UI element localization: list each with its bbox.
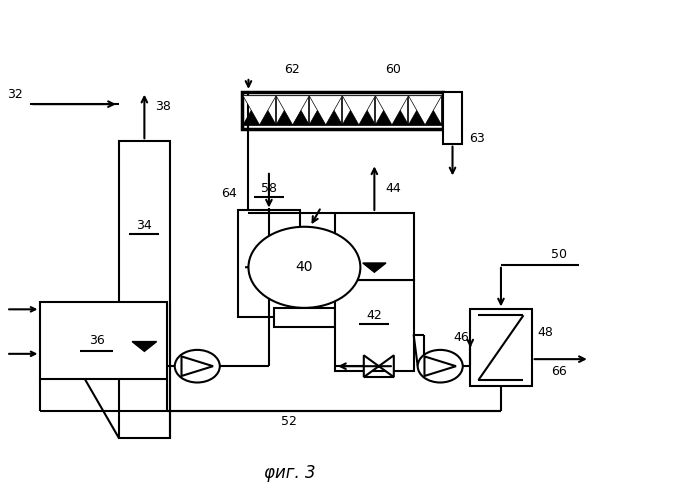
Bar [471, 310, 532, 386]
Polygon shape [343, 96, 376, 125]
Text: 60: 60 [385, 63, 400, 76]
Bar [41, 302, 166, 378]
Polygon shape [343, 96, 376, 125]
Polygon shape [276, 96, 309, 125]
Bar [119, 141, 170, 438]
Polygon shape [363, 263, 386, 272]
Polygon shape [376, 96, 409, 125]
Text: 52: 52 [281, 415, 297, 428]
Text: 66: 66 [551, 365, 567, 378]
Circle shape [418, 350, 463, 382]
Polygon shape [276, 96, 309, 125]
Text: φиг. 3: φиг. 3 [264, 464, 315, 481]
Bar [443, 92, 462, 144]
Bar [335, 213, 413, 280]
Text: 58: 58 [261, 182, 277, 194]
Polygon shape [132, 342, 157, 351]
Circle shape [248, 227, 361, 308]
Polygon shape [424, 356, 456, 376]
Text: 32: 32 [7, 88, 23, 101]
Text: 48: 48 [537, 326, 553, 339]
Polygon shape [309, 96, 343, 125]
Polygon shape [409, 96, 442, 125]
Text: 63: 63 [469, 132, 484, 145]
Polygon shape [309, 96, 343, 125]
Text: 34: 34 [136, 219, 152, 232]
Text: 62: 62 [284, 63, 300, 76]
Text: 46: 46 [454, 331, 470, 344]
Polygon shape [376, 96, 409, 125]
Text: 44: 44 [385, 182, 401, 194]
Bar [241, 92, 443, 129]
Polygon shape [243, 96, 276, 125]
Circle shape [175, 350, 219, 382]
Text: 38: 38 [155, 100, 171, 113]
Text: 50: 50 [551, 248, 567, 262]
Polygon shape [182, 356, 213, 376]
Bar [238, 210, 300, 317]
Bar [335, 280, 413, 371]
Text: 40: 40 [296, 260, 313, 274]
Text: 42: 42 [367, 309, 383, 322]
Text: 64: 64 [222, 186, 237, 200]
Polygon shape [243, 96, 276, 125]
Bar [274, 308, 335, 326]
Text: 36: 36 [89, 334, 105, 346]
Polygon shape [409, 96, 442, 125]
Polygon shape [364, 356, 394, 377]
